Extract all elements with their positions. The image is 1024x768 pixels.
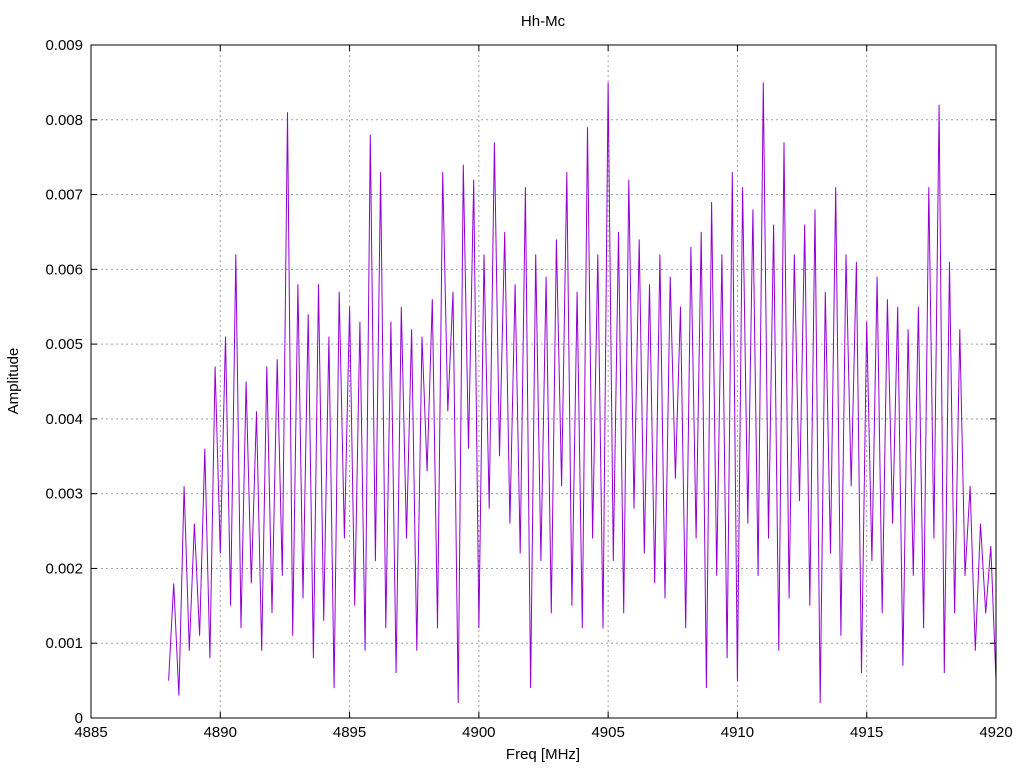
y-tick-label: 0.003 <box>45 486 83 503</box>
chart-title: Hh-Mc <box>521 13 566 30</box>
plot-series <box>168 82 997 704</box>
x-tick-label: 4915 <box>850 724 883 741</box>
y-tick-label: 0.006 <box>45 261 83 278</box>
series-line <box>168 82 997 704</box>
y-tick-label: 0.004 <box>45 411 83 428</box>
y-tick-label: 0.005 <box>45 336 83 353</box>
y-tick-label: 0.001 <box>45 635 83 652</box>
x-tick-label: 4920 <box>979 724 1012 741</box>
plot-frame <box>90 44 997 719</box>
x-tick-label: 4890 <box>204 724 237 741</box>
x-axis-label: Freq [MHz] <box>506 746 580 763</box>
x-tick-label: 4900 <box>462 724 495 741</box>
y-tick-label: 0.008 <box>45 112 83 129</box>
x-tick-label: 4905 <box>591 724 624 741</box>
x-tick-label: 4895 <box>333 724 366 741</box>
y-tick-label: 0.009 <box>45 37 83 54</box>
x-tick-label: 4910 <box>721 724 754 741</box>
y-tick-label: 0.002 <box>45 560 83 577</box>
y-tick-label: 0 <box>75 710 83 727</box>
y-axis-label: Amplitude <box>5 348 22 415</box>
y-tick-label: 0.007 <box>45 187 83 204</box>
x-tick-label: 4885 <box>74 724 107 741</box>
axis-ticks: 4885 4890 4895 4900 4905 4910 4915 4920 0 0.001 0.… <box>45 37 1012 741</box>
